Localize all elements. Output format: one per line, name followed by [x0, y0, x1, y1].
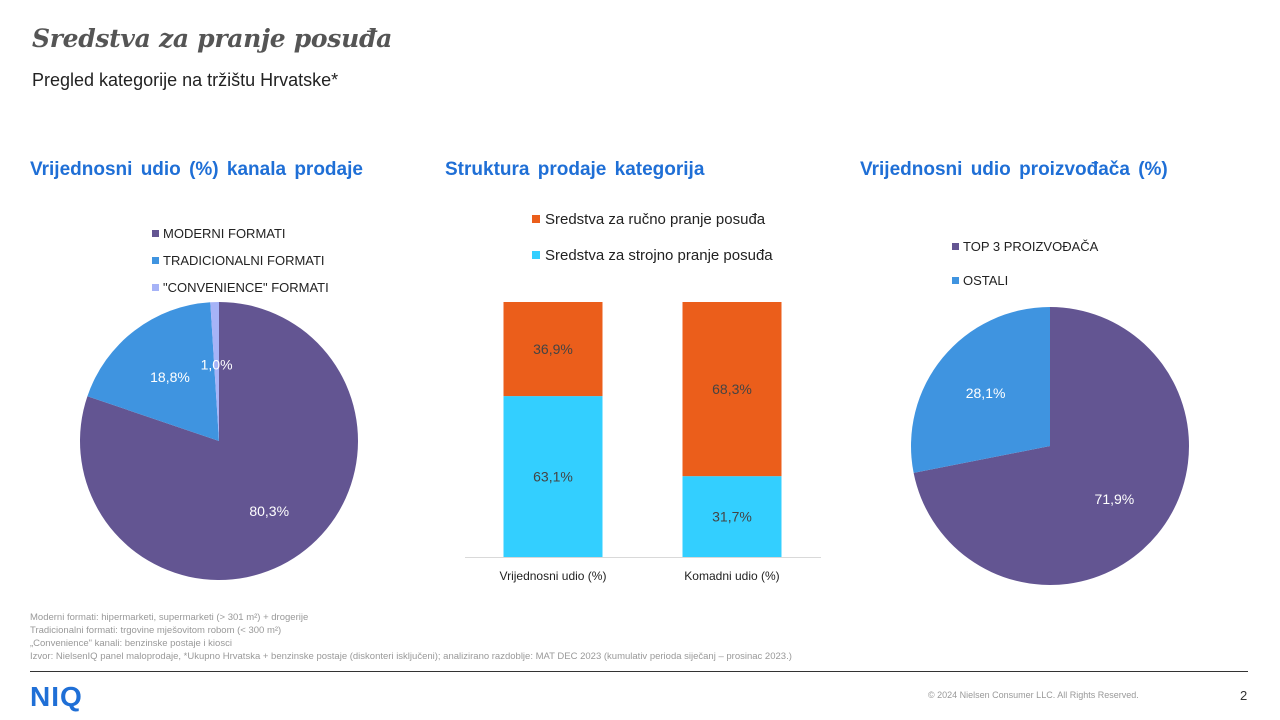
channels-legend: MODERNI FORMATI TRADICIONALNI FORMATI "C… — [152, 220, 329, 301]
legend-item-convenience: "CONVENIENCE" FORMATI — [152, 274, 329, 301]
channels-pie-data-label: 18,8% — [150, 369, 190, 385]
legend-label: Sredstva za strojno pranje posuđa — [545, 246, 773, 264]
legend-label: "CONVENIENCE" FORMATI — [163, 280, 329, 295]
manufacturers-pie-data-label: 71,9% — [1095, 491, 1135, 507]
bar-data-label: 63,1% — [533, 469, 573, 485]
legend-item-strojno: Sredstva za strojno pranje posuđa — [532, 237, 773, 273]
manufacturers-section-title: Vrijednosni udio proizvođača (%) — [860, 159, 1168, 180]
footnote-convenience: „Convenience" kanali: benzinske postaje … — [30, 638, 232, 649]
legend-label: TOP 3 PROIZVOĐAČA — [963, 238, 1099, 254]
legend-item-tradicionalni: TRADICIONALNI FORMATI — [152, 247, 329, 274]
channels-section-title: Vrijednosni udio (%) kanala prodaje — [30, 159, 363, 180]
bar-data-label: 31,7% — [712, 509, 752, 525]
channels-pie-slice — [80, 302, 359, 581]
legend-swatch — [532, 215, 540, 223]
legend-item-ostali: OSTALI — [952, 263, 1098, 297]
footer-divider — [30, 671, 1248, 672]
manufacturers-pie-slice — [911, 307, 1050, 473]
page-number: 2 — [1240, 688, 1248, 703]
legend-swatch — [152, 230, 159, 237]
channels-pie-data-label: 80,3% — [249, 503, 289, 519]
footnote-moderni: Moderni formati: hipermarketi, supermark… — [30, 612, 309, 623]
page-title: Sredstva za pranje posuđa — [32, 24, 393, 53]
legend-swatch — [152, 284, 159, 291]
structure-section-title: Struktura prodaje kategorija — [445, 159, 705, 180]
legend-swatch — [152, 257, 159, 264]
bar-segment — [682, 302, 782, 477]
bar-segment — [503, 396, 603, 558]
legend-item-top3: TOP 3 PROIZVOĐAČA — [952, 229, 1098, 263]
copyright: © 2024 Nielsen Consumer LLC. All Rights … — [928, 690, 1139, 700]
channels-pie-slice — [210, 302, 219, 441]
legend-item-rucno: Sredstva za ručno pranje posuđa — [532, 201, 773, 237]
niq-logo: NIQ — [30, 681, 83, 712]
legend-label: TRADICIONALNI FORMATI — [163, 253, 325, 268]
footnote-source: Izvor: NielsenIQ panel maloprodaje, *Uku… — [30, 651, 792, 662]
legend-swatch — [952, 242, 959, 250]
charts-canvas: 80,3% 18,8% 1,0% 71,9% 28,1% 63,1% 36,9% Vrijed… — [80, 302, 1190, 585]
page-subtitle: Pregled kategorije na tržištu Hrvatske* — [32, 70, 339, 90]
bar-data-label: 36,9% — [533, 341, 573, 357]
manufacturers-pie-data-label: 28,1% — [966, 385, 1006, 401]
footnote-tradicionalni: Tradicionalni formati: trgovine mješovit… — [30, 625, 282, 636]
bar-data-label: 68,3% — [712, 381, 752, 397]
legend-label: MODERNI FORMATI — [163, 226, 286, 241]
bar-category-label: Vrijednosni udio (%) — [500, 569, 607, 583]
legend-label: OSTALI — [963, 272, 1009, 288]
channels-pie-slice — [87, 302, 219, 441]
legend-label: Sredstva za ručno pranje posuđa — [545, 210, 766, 228]
bar-category-label: Komadni udio (%) — [684, 569, 779, 583]
legend-swatch — [532, 251, 540, 259]
legend-item-moderni: MODERNI FORMATI — [152, 220, 329, 247]
channels-pie-data-label: 1,0% — [201, 357, 233, 373]
legend-swatch — [952, 276, 959, 284]
manufacturers-pie-slice — [913, 307, 1190, 585]
manufacturers-legend: TOP 3 PROIZVOĐAČA OSTALI — [952, 229, 1098, 297]
bar-segment — [682, 476, 782, 557]
structure-legend: Sredstva za ručno pranje posuđa Sredstva… — [532, 201, 773, 273]
bar-segment — [503, 302, 603, 397]
